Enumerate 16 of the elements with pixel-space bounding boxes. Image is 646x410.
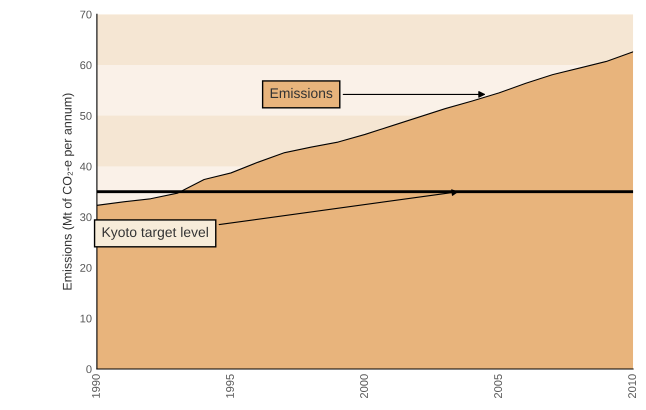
x-tick-label: 2010	[628, 374, 636, 398]
y-tick-label: 20	[80, 264, 92, 272]
y-tick-label: 50	[80, 112, 92, 120]
y-tick-label: 30	[80, 213, 92, 222]
y-tick-label: 70	[80, 10, 92, 18]
y-tick-label: 0	[86, 365, 92, 374]
y-tick-label: 10	[80, 314, 92, 322]
x-tick-label: 1990	[92, 374, 100, 398]
y-axis-title: Emissions (Mt of CO₂-e per annum)	[62, 93, 74, 290]
y-tick-label: 40	[80, 162, 92, 170]
x-tick-label: 2005	[494, 374, 502, 398]
x-tick-label: 1995	[226, 374, 234, 398]
annotation: Emissions	[270, 88, 332, 98]
x-tick-label: 2000	[360, 374, 368, 398]
y-tick-label: 60	[80, 61, 92, 70]
annotation: Kyoto target level	[102, 226, 208, 240]
